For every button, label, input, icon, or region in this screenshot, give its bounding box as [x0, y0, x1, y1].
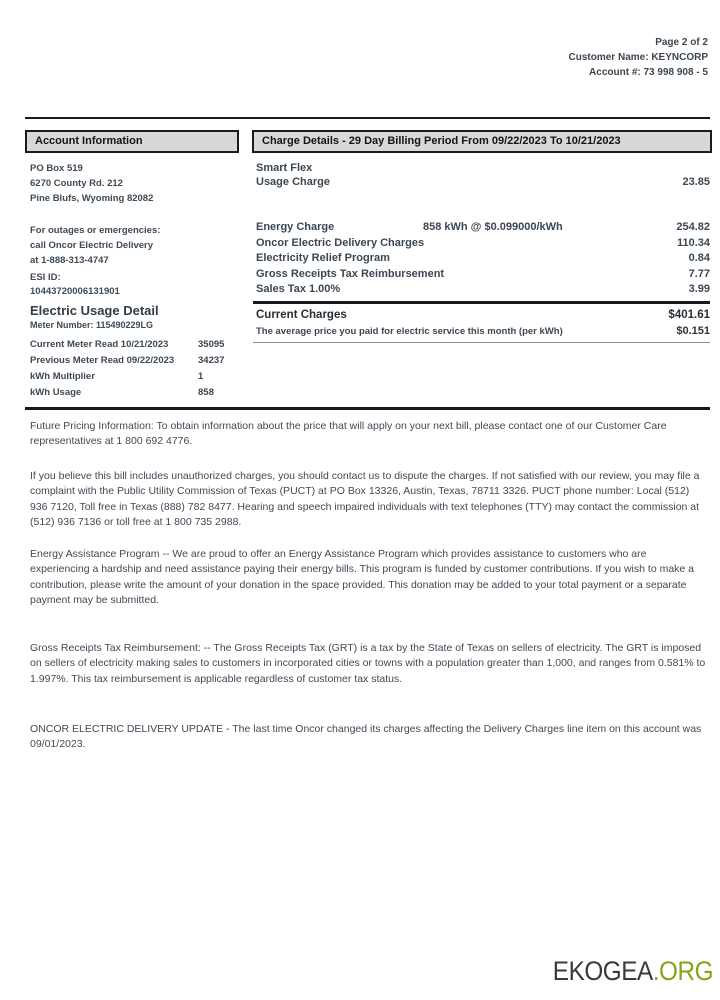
usage-row-value: 1: [198, 371, 204, 382]
usage-row-label: kWh Usage: [30, 387, 82, 398]
charge-value: 110.34: [676, 236, 710, 249]
charge-rows: Energy Charge 858 kWh @ $0.099000/kWh 25…: [256, 220, 710, 298]
usage-row-label: Current Meter Read 10/21/2023: [30, 339, 169, 350]
usage-detail-table: Current Meter Read 10/21/2023 35095 Prev…: [30, 337, 245, 401]
charge-value: 3.99: [688, 283, 710, 295]
usage-charge-value: 23.85: [682, 176, 710, 188]
account-info-column: PO Box 519 6270 County Rd. 212 Pine Bluf…: [30, 161, 245, 401]
table-row: Previous Meter Read 09/22/2023 34237: [30, 353, 245, 369]
mailing-address: PO Box 519 6270 County Rd. 212 Pine Bluf…: [30, 161, 245, 206]
page-header: Page 2 of 2 Customer Name: KEYNCORP Acco…: [569, 35, 708, 80]
notice-gross-receipts-tax: Gross Receipts Tax Reimbursement: -- The…: [30, 642, 706, 685]
charges-bottom-divider: [253, 341, 710, 343]
logo-text-main: EKOGEA: [552, 956, 653, 986]
table-row: Electricity Relief Program 0.84: [256, 251, 710, 267]
charge-details-header: Charge Details - 29 Day Billing Period F…: [252, 130, 712, 153]
charge-value: 7.77: [688, 267, 710, 280]
charge-label: Electricity Relief Program: [256, 252, 390, 264]
meter-number: Meter Number: 115490229LG: [30, 320, 154, 330]
charge-details-title: Charge Details - 29 Day Billing Period F…: [262, 135, 621, 147]
ekogea-logo: EKOGEA.ORG: [552, 955, 714, 987]
table-row: Oncor Electric Delivery Charges 110.34: [256, 236, 710, 252]
current-charges-value: $401.61: [668, 308, 710, 321]
logo-text-org: .ORG: [652, 956, 714, 986]
table-row: Energy Charge 858 kWh @ $0.099000/kWh 25…: [256, 220, 710, 236]
notices-divider: [25, 407, 710, 410]
table-row: Gross Receipts Tax Reimbursement 7.77: [256, 267, 710, 283]
charge-detail: 858 kWh @ $0.099000/kWh: [423, 221, 563, 233]
usage-row-label: kWh Multiplier: [30, 371, 95, 382]
esi-id-label: ESI ID:: [30, 272, 61, 283]
charge-details-column: Smart Flex Usage Charge 23.85 Energy Cha…: [253, 161, 710, 343]
usage-charge-row: Usage Charge 23.85: [256, 175, 710, 189]
usage-row-value: 35095: [198, 339, 225, 350]
plan-name: Smart Flex: [256, 162, 313, 174]
notice-oncor-update: ONCOR ELECTRIC DELIVERY UPDATE - The las…: [30, 723, 702, 751]
esi-id-block: ESI ID: 10443720006131901: [30, 271, 245, 299]
charges-total-divider: [253, 300, 710, 304]
usage-row-value: 858: [198, 387, 214, 398]
average-price-row: The average price you paid for electric …: [256, 324, 710, 339]
outage-contact: For outages or emergencies: call Oncor E…: [30, 223, 245, 268]
table-row: kWh Usage 858: [30, 385, 245, 401]
usage-row-label: Previous Meter Read 09/22/2023: [30, 355, 175, 366]
table-row: Sales Tax 1.00% 3.99: [256, 282, 710, 298]
outage-line: For outages or emergencies:: [30, 225, 161, 236]
usage-detail-title: Electric Usage Detail: [30, 303, 159, 318]
top-divider: [25, 117, 710, 119]
charge-label: Gross Receipts Tax Reimbursement: [256, 267, 445, 280]
usage-charge-label: Usage Charge: [256, 176, 330, 188]
average-price-value: $0.151: [676, 324, 710, 337]
current-charges-row: Current Charges $401.61: [256, 308, 710, 323]
address-line: Pine Blufs, Wyoming 82082: [30, 193, 154, 204]
table-row: Current Meter Read 10/21/2023 35095: [30, 337, 245, 353]
notice-future-pricing: Future Pricing Information: To obtain in…: [30, 420, 667, 448]
customer-name: Customer Name: KEYNCORP: [568, 52, 708, 63]
charge-label: Sales Tax 1.00%: [256, 283, 341, 295]
notice-puct-complaint: If you believe this bill includes unauth…: [30, 470, 700, 529]
usage-row-value: 34237: [198, 355, 225, 366]
address-line: PO Box 519: [30, 163, 83, 174]
outage-line: at 1-888-313-4747: [30, 255, 109, 266]
esi-id-value: 10443720006131901: [30, 286, 120, 297]
average-price-label: The average price you paid for electric …: [256, 325, 563, 337]
charge-label: Energy Charge: [256, 221, 335, 233]
charge-value: 0.84: [688, 252, 710, 264]
outage-line: call Oncor Electric Delivery: [30, 240, 154, 251]
account-info-header: Account Information: [25, 130, 239, 153]
page-number: Page 2 of 2: [655, 37, 708, 48]
table-row: kWh Multiplier 1: [30, 369, 245, 385]
account-info-title: Account Information: [35, 135, 143, 147]
account-number: Account #: 73 998 908 - 5: [589, 67, 708, 78]
notice-energy-assistance: Energy Assistance Program -- We are prou…: [30, 548, 695, 607]
charge-value: 254.82: [676, 221, 710, 233]
address-line: 6270 County Rd. 212: [30, 178, 123, 189]
current-charges-label: Current Charges: [256, 308, 347, 321]
charge-label: Oncor Electric Delivery Charges: [256, 236, 425, 249]
